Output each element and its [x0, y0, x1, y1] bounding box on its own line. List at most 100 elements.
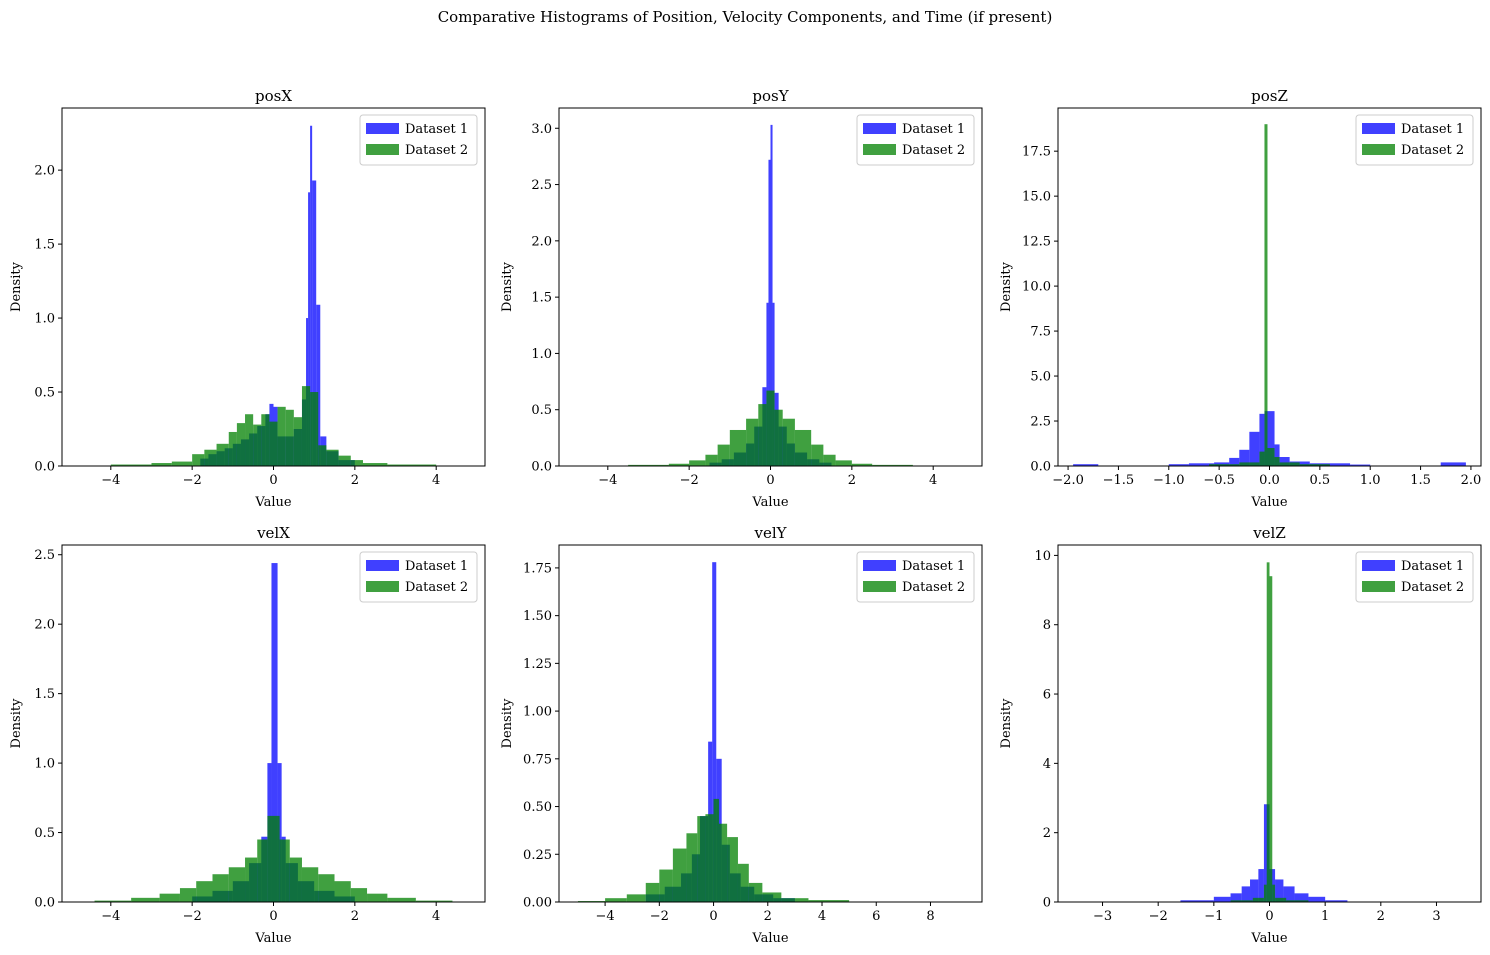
x-axis-label: Value [751, 931, 788, 946]
bar-dataset-1 [1241, 886, 1251, 902]
y-axis-label: Density [999, 698, 1014, 749]
y-tick-label: 0.25 [523, 848, 552, 863]
bar-dataset-2 [267, 815, 280, 902]
x-axis-label: Value [751, 495, 788, 510]
bar-dataset-1 [316, 304, 321, 466]
bar-dataset-1 [1168, 464, 1189, 466]
x-tick-label: −2 [1149, 909, 1168, 924]
bar-dataset-2 [794, 429, 812, 466]
y-tick-label: 1.0 [34, 312, 55, 327]
figure-title: Comparative Histograms of Position, Velo… [437, 8, 1053, 26]
x-axis-label: Value [1250, 931, 1287, 946]
bar-dataset-2 [261, 414, 270, 466]
x-tick-label: 4 [929, 473, 937, 488]
subplot-posX: −4 −2 0 2 4 0.0 0.5 1.0 1.5 2.0 posX Value Density Da… [9, 87, 486, 510]
legend-swatch [366, 581, 399, 592]
bar-dataset-2 [1267, 448, 1275, 466]
legend-label: Dataset 2 [1401, 580, 1464, 595]
bar-dataset-2 [628, 464, 669, 466]
bar-dataset-2 [1269, 576, 1273, 902]
bar-dataset-2 [151, 463, 172, 466]
legend-label: Dataset 1 [405, 122, 468, 137]
bar-dataset-2 [1259, 451, 1265, 466]
x-tick-label: −0.5 [1203, 473, 1235, 488]
legend-swatch [366, 560, 399, 571]
y-tick-label: 5.0 [1030, 370, 1051, 385]
subplot-velX: −4 −2 0 2 4 0.0 0.5 1.0 1.5 2.0 2.5 velX Value Densit… [9, 524, 486, 946]
y-tick-label: 1.0 [34, 757, 55, 772]
y-tick-label: 10 [1034, 549, 1051, 564]
bar-dataset-2 [697, 816, 706, 902]
legend-swatch [1362, 581, 1395, 592]
y-tick-label: 4 [1043, 757, 1051, 772]
bar-dataset-2 [326, 449, 339, 466]
x-tick-label: −4 [596, 909, 615, 924]
bar-dataset-2 [228, 431, 237, 466]
bar-dataset-2 [758, 404, 767, 466]
legend: Dataset 1 Dataset 2 [1355, 114, 1474, 166]
y-tick-label: 1.5 [34, 238, 55, 253]
y-tick-label: 1.5 [34, 687, 55, 702]
subplot-posY: −4 −2 0 2 4 0.0 0.5 1.0 1.5 2.0 2.5 3.0 posY Value Den… [500, 87, 983, 510]
bar-dataset-1 [1294, 893, 1309, 902]
bar-dataset-2 [1274, 457, 1280, 466]
x-tick-label: 1 [1321, 909, 1329, 924]
y-tick-label: 1.75 [523, 561, 552, 576]
bar-dataset-2 [645, 882, 660, 902]
bar-dataset-2 [1275, 897, 1287, 902]
bar-dataset-2 [872, 464, 913, 466]
bar-dataset-1 [1263, 804, 1270, 902]
legend-swatch [366, 123, 399, 134]
bar-dataset-2 [668, 463, 690, 466]
legend-swatch [863, 560, 896, 571]
bars-velX [94, 563, 453, 902]
bar-dataset-1 [772, 302, 775, 466]
bar-dataset-1 [1325, 900, 1348, 902]
bar-dataset-2 [301, 867, 319, 902]
bar-dataset-1 [1230, 893, 1242, 902]
bar-dataset-2 [212, 874, 229, 902]
bar-dataset-2 [705, 814, 714, 902]
bar-dataset-2 [310, 392, 319, 466]
axes-frame [558, 544, 983, 903]
legend-swatch [1362, 560, 1395, 571]
x-axis-label: Value [254, 495, 291, 510]
bar-dataset-2 [350, 888, 368, 902]
y-tick-label: 1.5 [531, 291, 552, 306]
x-tick-label: 4 [818, 909, 826, 924]
y-tick-label: 0.0 [34, 896, 55, 911]
y-tick-label: 3.0 [531, 122, 552, 137]
bar-dataset-1 [312, 180, 317, 466]
bar-dataset-1 [766, 302, 769, 466]
legend-label: Dataset 1 [902, 122, 965, 137]
x-tick-label: 2 [351, 909, 359, 924]
bar-dataset-2 [782, 418, 795, 466]
legend-label: Dataset 1 [1401, 122, 1464, 137]
bar-dataset-2 [131, 897, 160, 902]
subplot-title: posY [752, 87, 789, 105]
y-tick-label: 8 [1043, 618, 1051, 633]
bar-dataset-2 [1239, 462, 1260, 466]
x-tick-label: 0.0 [1259, 473, 1280, 488]
y-tick-label: 0.5 [34, 826, 55, 841]
bar-dataset-2 [204, 449, 217, 466]
y-tick-label: 1.25 [523, 657, 552, 672]
bar-dataset-2 [285, 409, 294, 466]
legend-label: Dataset 1 [405, 559, 468, 574]
bar-dataset-1 [1180, 900, 1214, 902]
x-tick-label: 1.5 [1410, 473, 1431, 488]
x-tick-label: −4 [598, 473, 617, 488]
y-tick-label: 0.5 [34, 386, 55, 401]
legend: Dataset 1 Dataset 2 [359, 114, 478, 166]
x-tick-label: 2 [764, 909, 772, 924]
legend-label: Dataset 2 [405, 580, 468, 595]
y-tick-label: 0.50 [523, 800, 552, 815]
y-tick-label: 10.0 [1022, 280, 1051, 295]
y-tick-label: 0.0 [531, 460, 552, 475]
x-tick-label: −2 [680, 473, 699, 488]
x-axis-label: Value [1250, 495, 1287, 510]
x-tick-label: 8 [926, 909, 934, 924]
bar-dataset-2 [367, 893, 388, 902]
y-tick-label: 7.5 [1030, 325, 1051, 340]
